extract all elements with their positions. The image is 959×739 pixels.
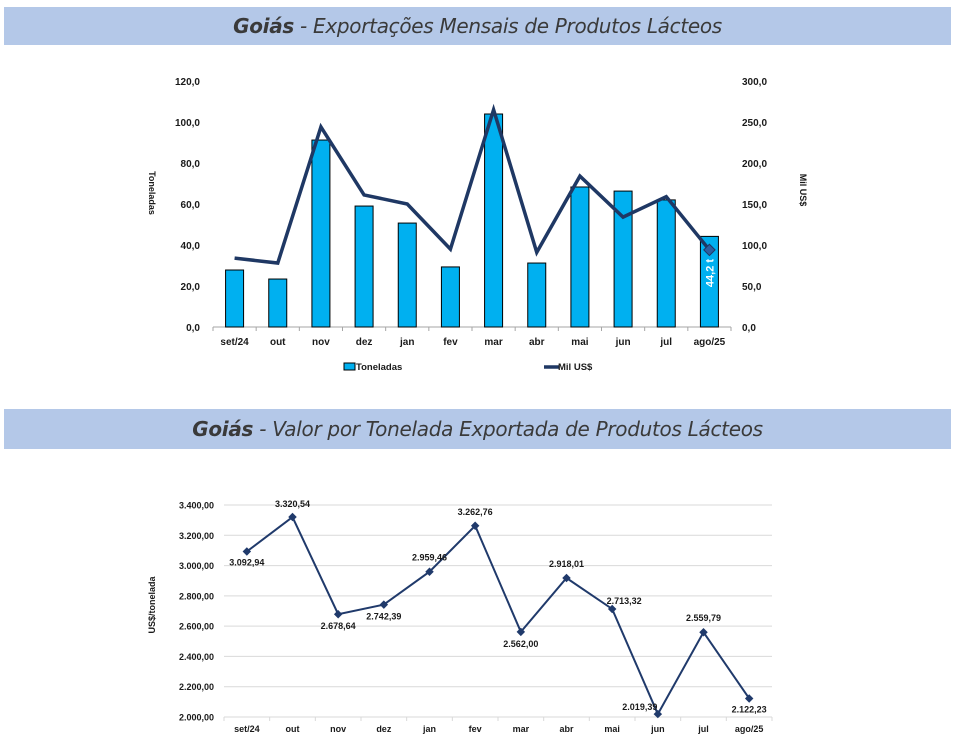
- y-right-tick-label: 50,0: [742, 282, 762, 293]
- bar-toneladas-out: [268, 278, 288, 328]
- legend-label-mil-usd: Mil US$: [558, 362, 593, 373]
- y-axis-title: US$/tonelada: [147, 575, 157, 633]
- bar-toneladas-abr: [527, 262, 547, 328]
- bar-toneladas-mai: [570, 186, 590, 328]
- x-tick-label: jul: [659, 337, 672, 348]
- chart1-exports-combo: 0,0 20,0 40,0 60,0 80,0 100,0 120,0 0,0 50,0 100,…: [147, 77, 808, 373]
- data-label: 2.713,32: [607, 596, 642, 606]
- data-point-marker: [653, 709, 663, 719]
- legend-swatch-toneladas: [343, 362, 356, 371]
- y-right-tick-label: 150,0: [742, 200, 767, 211]
- data-point-marker: [744, 694, 754, 703]
- y-left-axis-title: Toneladas: [147, 171, 157, 215]
- bar-toneladas-ago-25: [699, 235, 719, 328]
- y-tick-label: 3.000,00: [179, 561, 214, 571]
- chart1-title-bold: Goiás: [233, 14, 294, 38]
- x-tick-label: abr: [559, 724, 574, 734]
- x-tick-label: nov: [330, 724, 346, 734]
- bar-toneladas-jan: [397, 222, 417, 328]
- data-label: 2.959,46: [412, 553, 447, 563]
- data-label: 3.262,76: [458, 507, 493, 517]
- bar-annotation-label: 44,2 t: [704, 259, 716, 287]
- y-left-tick-label: 80,0: [181, 159, 201, 170]
- x-tick-label: abr: [529, 337, 545, 348]
- y-left-tick-label: 0,0: [186, 323, 200, 334]
- bar-toneladas-fev: [440, 266, 460, 328]
- y-right-tick-label: 0,0: [742, 323, 756, 334]
- x-tick-label: mai: [571, 337, 588, 348]
- y-right-tick-label: 250,0: [742, 118, 767, 129]
- chart1-title-rest: - Exportações Mensais de Produtos Lácteo…: [294, 14, 722, 38]
- y-right-tick-label: 100,0: [742, 241, 767, 252]
- chart2-title-bold: Goiás: [192, 417, 254, 441]
- x-tick-label: set/24: [220, 337, 249, 348]
- x-tick-label: nov: [312, 337, 330, 348]
- chart1-title-banner: Goiás - Exportações Mensais de Produtos …: [4, 7, 951, 45]
- x-tick-label: out: [286, 724, 300, 734]
- y-tick-label: 2.000,00: [179, 713, 214, 723]
- y-right-tick-label: 200,0: [742, 159, 767, 170]
- x-tick-label: jan: [399, 337, 414, 348]
- y-tick-label: 2.800,00: [179, 591, 214, 601]
- x-tick-label: set/24: [234, 724, 260, 734]
- data-label: 2.562,00: [503, 639, 538, 649]
- line-usd-per-ton: [246, 515, 750, 717]
- x-tick-label: mar: [513, 724, 530, 734]
- data-point-marker: [333, 609, 343, 619]
- data-point-marker: [470, 521, 480, 531]
- x-tick-label: fev: [469, 724, 482, 734]
- line-last-point-marker: [703, 243, 716, 257]
- y-tick-label: 3.200,00: [179, 531, 214, 541]
- data-label: 3.320,54: [275, 499, 310, 509]
- x-tick-label: ago/25: [735, 724, 764, 734]
- bar-toneladas-jun: [613, 190, 633, 328]
- data-point-marker: [516, 627, 526, 637]
- bar-toneladas-dez: [354, 205, 374, 328]
- y-left-tick-label: 100,0: [175, 118, 200, 129]
- data-label: 3.092,94: [229, 557, 264, 567]
- data-label: 2.918,01: [549, 559, 584, 569]
- chart2-title-banner: Goiás - Valor por Tonelada Exportada de …: [4, 409, 951, 449]
- y-right-axis-title: Mil US$: [798, 174, 808, 207]
- line-mil-usd: [234, 103, 711, 265]
- y-tick-label: 2.600,00: [179, 622, 214, 632]
- y-tick-label: 3.400,00: [179, 501, 214, 511]
- x-tick-label: mai: [604, 724, 620, 734]
- y-left-tick-label: 20,0: [181, 282, 201, 293]
- data-label: 2.122,23: [732, 704, 767, 714]
- data-point-marker: [607, 604, 617, 614]
- data-point-marker: [425, 567, 434, 576]
- bar-toneladas-jul: [656, 199, 676, 328]
- x-tick-label: jun: [615, 337, 631, 348]
- data-point-marker: [699, 627, 708, 637]
- x-tick-label: ago/25: [694, 337, 726, 348]
- x-tick-label: mar: [484, 337, 502, 348]
- data-label: 2.742,39: [366, 612, 401, 622]
- data-point-marker: [379, 600, 389, 609]
- x-tick-label: fev: [443, 337, 458, 348]
- x-tick-label: dez: [356, 337, 373, 348]
- x-tick-label: dez: [376, 724, 392, 734]
- data-label: 2.559,79: [686, 613, 721, 623]
- bar-toneladas-set-24: [225, 269, 245, 328]
- y-right-tick-label: 300,0: [742, 77, 767, 88]
- data-label: 2.019,39: [622, 702, 657, 712]
- x-tick-label: jun: [650, 724, 665, 734]
- y-tick-label: 2.400,00: [179, 652, 214, 662]
- y-left-tick-label: 40,0: [181, 241, 201, 252]
- y-tick-label: 2.200,00: [179, 682, 214, 692]
- x-tick-label: out: [270, 337, 286, 348]
- data-point-marker: [562, 573, 571, 583]
- legend-label-toneladas: Toneladas: [356, 362, 402, 373]
- x-tick-label: jan: [422, 724, 436, 734]
- chart2-title-rest: - Valor por Tonelada Exportada de Produt…: [253, 417, 763, 441]
- data-label: 2.678,64: [321, 621, 356, 631]
- x-tick-label: jul: [697, 724, 709, 734]
- data-point-marker: [288, 512, 297, 522]
- bar-toneladas-nov: [311, 139, 331, 328]
- y-left-tick-label: 60,0: [181, 200, 201, 211]
- y-left-tick-label: 120,0: [175, 77, 200, 88]
